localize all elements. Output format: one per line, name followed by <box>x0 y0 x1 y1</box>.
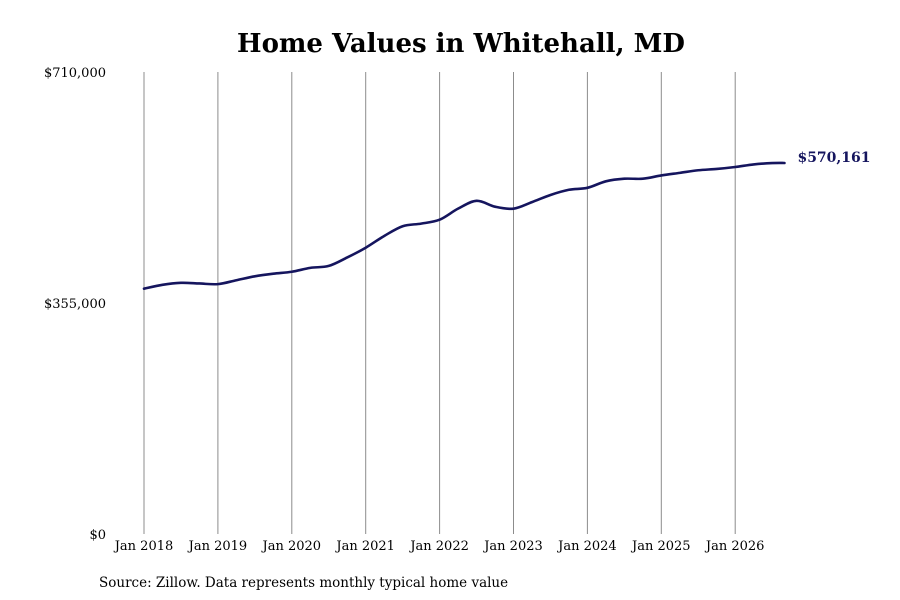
end-value-label: $570,161 <box>797 150 870 166</box>
x-axis-tick-labels: Jan 2018 Jan 2019 Jan 2020 Jan 2021 Jan 2022… <box>113 539 765 554</box>
x-tick-label: Jan 2024 <box>556 539 617 554</box>
x-tick-label: Jan 2019 <box>187 539 248 554</box>
source-note: Source: Zillow. Data represents monthly … <box>99 575 508 591</box>
series-group <box>142 161 786 290</box>
x-tick-label: Jan 2025 <box>630 539 691 554</box>
vertical-gridlines <box>143 72 736 534</box>
y-axis-tick-labels: $0 $355,000 $710,000 <box>44 66 106 543</box>
x-tick-label: Jan 2023 <box>482 539 543 554</box>
x-tick-label: Jan 2020 <box>261 539 322 554</box>
x-tick-label: Jan 2026 <box>704 539 765 554</box>
y-tick-label: $355,000 <box>44 297 106 312</box>
y-tick-label: $710,000 <box>44 66 106 81</box>
series-line <box>142 161 786 290</box>
x-tick-label: Jan 2022 <box>408 539 469 554</box>
chart-title: Home Values in Whitehall, MD <box>237 29 685 59</box>
x-tick-label: Jan 2021 <box>334 539 395 554</box>
x-tick-label: Jan 2018 <box>113 539 174 554</box>
y-tick-label: $0 <box>89 528 106 543</box>
